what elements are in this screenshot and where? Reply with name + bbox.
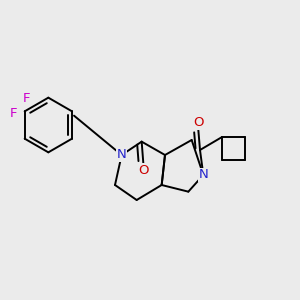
Text: N: N <box>117 148 127 161</box>
Text: F: F <box>22 92 30 105</box>
Text: N: N <box>199 169 208 182</box>
Text: F: F <box>10 107 17 121</box>
Text: O: O <box>193 116 204 129</box>
Text: O: O <box>138 164 148 177</box>
